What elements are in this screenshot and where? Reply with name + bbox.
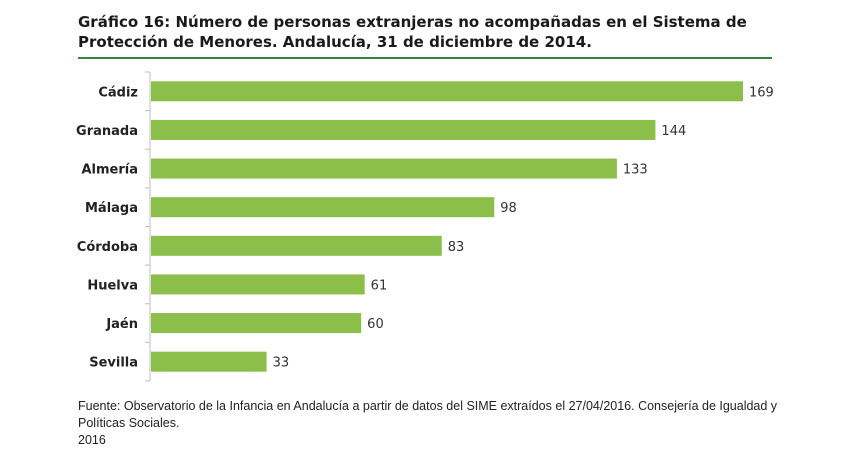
chart-title-line-2: Protección de Menores. Andalucía, 31 de … [78,33,592,51]
source-note-line-1: Fuente: Observatorio de la Infancia en A… [78,399,778,430]
source-note: Fuente: Observatorio de la Infancia en A… [78,398,798,449]
category-label: Granada [76,124,138,139]
category-label: Córdoba [77,240,138,255]
bar-chart: Cádiz 169 Granada 144 Almería 133 Málaga 98 Córd… [76,71,774,382]
bar [151,313,362,334]
category-label: Almería [81,163,138,178]
bar [151,158,617,179]
chart-title-line-1: Gráfico 16: Número de personas extranjer… [78,13,747,31]
category-label: Sevilla [89,356,138,371]
bar [151,351,267,372]
source-note-line-2: 2016 [78,433,106,447]
value-label: 98 [500,201,517,216]
value-label: 83 [448,240,465,255]
value-label: 144 [661,124,686,139]
category-label: Málaga [85,201,138,216]
value-label: 61 [371,278,388,293]
bar [151,274,365,295]
value-label: 33 [273,356,290,371]
title-divider [78,57,772,59]
bar [151,197,495,218]
category-label: Cádiz [98,85,138,100]
chart-title: Gráfico 16: Número de personas extranjer… [78,12,778,52]
category-label: Jaén [105,317,138,332]
bar [151,235,442,256]
value-label: 169 [749,85,774,100]
bar [151,81,743,102]
value-label: 60 [367,317,384,332]
bar [151,119,656,140]
category-label: Huelva [87,278,138,293]
value-label: 133 [623,163,648,178]
